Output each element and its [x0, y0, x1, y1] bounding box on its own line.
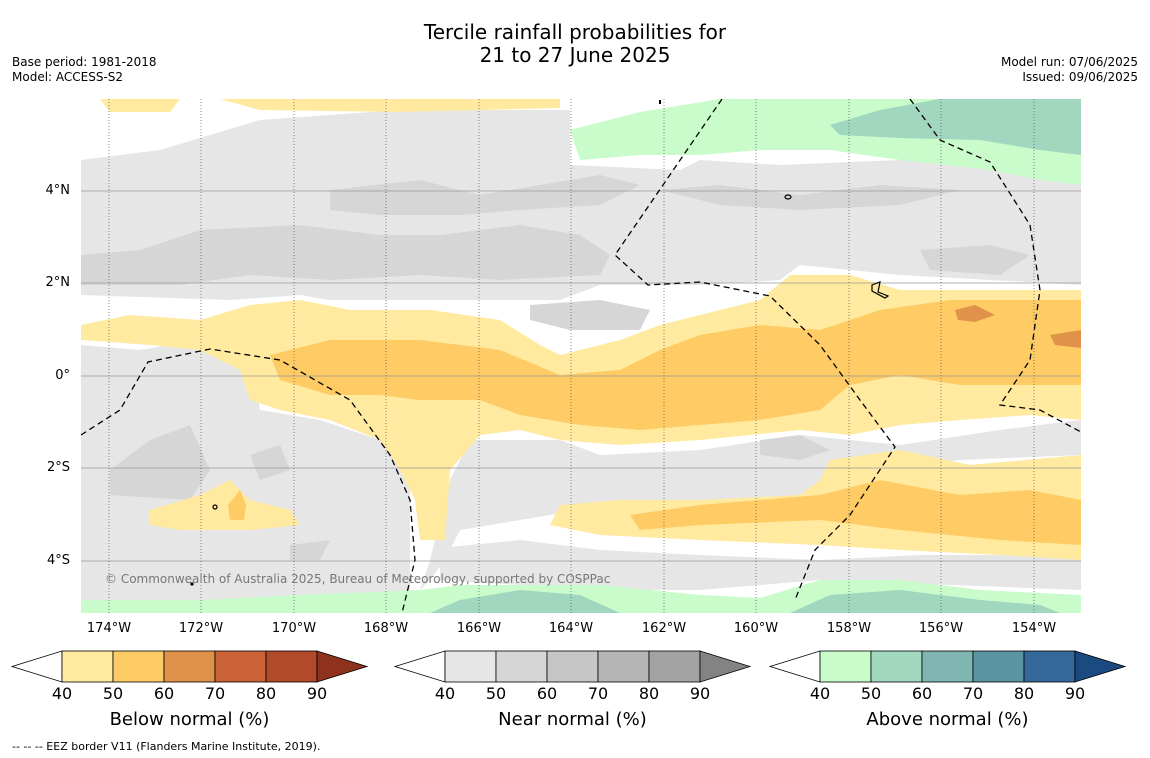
colorbar-tick: 40	[434, 684, 456, 703]
longitude-label: 158°W	[826, 621, 872, 636]
longitude-label: 160°W	[733, 621, 779, 636]
colorbar-segment	[921, 650, 974, 683]
above-normal-region-50	[830, 99, 1081, 155]
below-normal-region	[100, 99, 180, 112]
longitude-label: 162°W	[641, 621, 687, 636]
below-normal-region	[150, 480, 300, 530]
colorbar-extend-high	[699, 650, 752, 683]
near-normal-region-50	[290, 540, 330, 560]
model-run: Model run: 07/06/2025	[1000, 55, 1138, 69]
colorbar-segment	[546, 650, 599, 683]
below-normal-region-60	[955, 305, 995, 322]
colorbar-segment	[972, 650, 1025, 683]
colorbar-tick: 60	[911, 684, 933, 703]
below-normal-region-50	[228, 490, 246, 520]
colorbar-tick: 50	[102, 684, 124, 703]
colorbar-below	[10, 650, 369, 683]
latitude-label: 4°N	[45, 183, 71, 198]
colorbar-tick: 70	[587, 684, 609, 703]
colorbar-segment	[444, 650, 497, 683]
near-normal-region-50	[760, 435, 830, 460]
longitude-label: 174°W	[86, 621, 132, 636]
below-normal-region-50	[630, 480, 1081, 545]
islands	[212, 194, 890, 510]
below-normal-region-50	[270, 300, 1081, 430]
colorbar-segment	[1023, 650, 1076, 683]
colorbar-tick: 40	[809, 684, 831, 703]
colorbar-segment	[163, 650, 216, 683]
longitude-label: 156°W	[918, 621, 964, 636]
colorbar-segment	[597, 650, 650, 683]
colorbar-tick: 40	[51, 684, 73, 703]
colorbar-segment	[214, 650, 267, 683]
near-normal-region-50	[530, 300, 650, 330]
below-normal-region-60	[1050, 330, 1081, 348]
colorbar-segment	[870, 650, 923, 683]
colorbar-extend-low	[768, 650, 821, 683]
map-title-line1: Tercile rainfall probabilities for	[423, 20, 727, 44]
eez-border	[81, 99, 1081, 613]
latitude-label: 4°S	[46, 553, 70, 568]
colorbar-tick: 50	[485, 684, 507, 703]
above-normal-region-50	[430, 590, 620, 613]
near-normal-region	[81, 340, 410, 600]
colorbar-tick: 90	[689, 684, 711, 703]
colorbar-segment	[61, 650, 114, 683]
near-normal-region-50	[81, 225, 610, 285]
colorbar-extend-high	[316, 650, 369, 683]
map-title-line2: 21 to 27 June 2025	[479, 43, 671, 67]
near-normal-region-50	[920, 245, 1030, 275]
colorbar-segment	[648, 650, 701, 683]
model-name: Model: ACCESS-S2	[12, 70, 124, 84]
near-normal-region-50	[110, 425, 210, 500]
colorbar-extend-low	[393, 650, 446, 683]
colorbar-tick: 90	[1064, 684, 1086, 703]
colorbar-tick: 60	[153, 684, 175, 703]
colorbar-tick: 80	[1013, 684, 1035, 703]
colorbar-tick: 50	[860, 684, 882, 703]
eez-footnote: -- -- -- EEZ border V11 (Flanders Marine…	[12, 740, 321, 753]
near-normal-region-50	[330, 175, 640, 215]
longitude-label: 166°W	[456, 621, 502, 636]
copyright-note: © Commonwealth of Australia 2025, Bureau…	[105, 572, 611, 586]
colorbar-near	[393, 650, 752, 683]
colorbar-extend-low	[10, 650, 63, 683]
longitude-label: 164°W	[548, 621, 594, 636]
colorbar-title: Above normal (%)	[866, 709, 1029, 730]
longitude-label: 168°W	[363, 621, 409, 636]
colorbar-tick: 70	[204, 684, 226, 703]
longitude-label: 154°W	[1011, 621, 1057, 636]
colorbar-title: Near normal (%)	[498, 709, 647, 730]
colorbar-segment	[495, 650, 548, 683]
longitude-label: 172°W	[178, 621, 224, 636]
colorbar-tick: 80	[638, 684, 660, 703]
issued-date: Issued: 09/06/2025	[1022, 70, 1138, 84]
colorbar-above	[768, 650, 1127, 683]
base-period: Base period: 1981-2018	[12, 55, 157, 69]
colorbar-tick: 70	[962, 684, 984, 703]
near-normal-region-50	[250, 445, 290, 480]
below-normal-region	[220, 99, 560, 112]
colorbar-segment	[265, 650, 318, 683]
latitude-label: 2°N	[45, 275, 71, 290]
colorbar-tick: 80	[255, 684, 277, 703]
colorbar-segment	[112, 650, 165, 683]
map-field	[81, 99, 1081, 613]
latitude-label: 0°	[55, 368, 70, 383]
near-normal-region	[440, 540, 1081, 590]
colorbar-tick: 60	[536, 684, 558, 703]
colorbar-tick: 90	[306, 684, 328, 703]
colorbar-segment	[819, 650, 872, 683]
colorbar-extend-high	[1074, 650, 1127, 683]
colorbar-title: Below normal (%)	[109, 709, 270, 730]
above-normal-region-50	[790, 590, 1060, 613]
longitude-label: 170°W	[271, 621, 317, 636]
latitude-label: 2°S	[46, 460, 70, 475]
